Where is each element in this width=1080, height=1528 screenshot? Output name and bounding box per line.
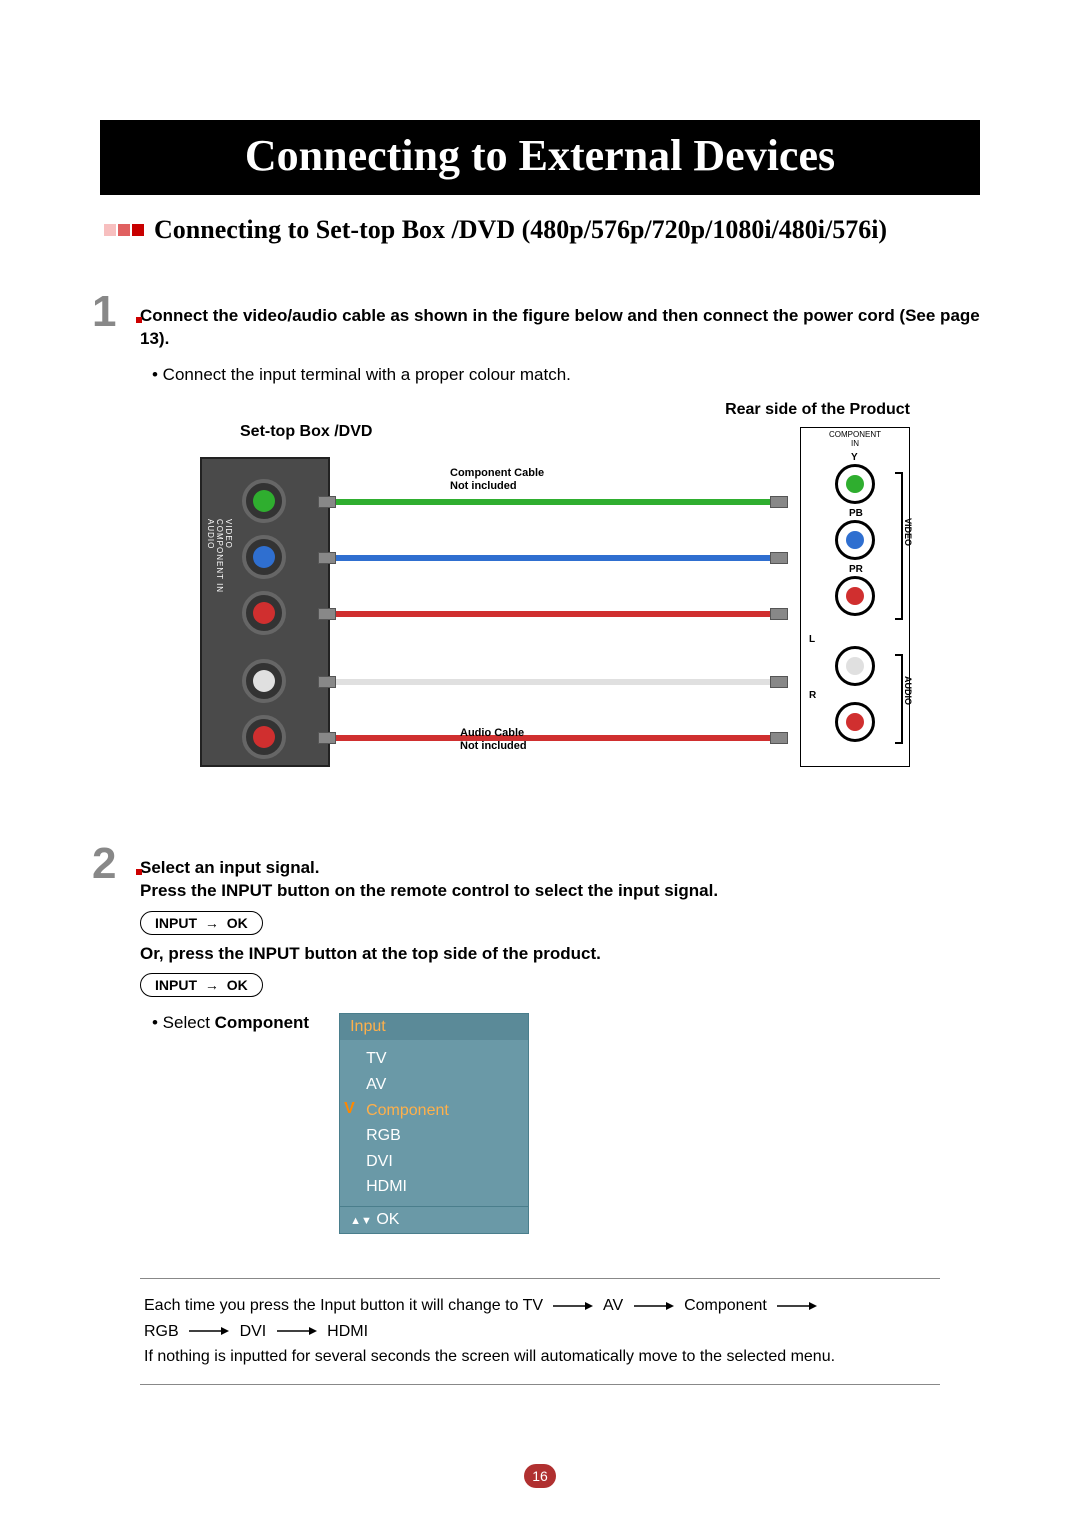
plug-icon — [770, 732, 788, 744]
osd-header: Input — [340, 1014, 528, 1040]
label-y: Y — [851, 452, 858, 463]
audio-rail — [895, 654, 903, 744]
dvd-box: VIDEO COMPONENT IN AUDIO — [200, 457, 330, 767]
up-down-icon: ▲▼ — [350, 1215, 372, 1227]
product-jack-pr — [835, 576, 875, 616]
plug-icon — [770, 608, 788, 620]
cable-y — [332, 499, 772, 505]
osd-item[interactable]: RGB — [366, 1123, 526, 1149]
dvd-label: Set-top Box /DVD — [240, 423, 372, 441]
dvd-jack-pb — [242, 535, 286, 579]
audio-rail-label: AUDIO — [903, 676, 913, 705]
osd-item[interactable]: HDMI — [366, 1174, 526, 1200]
step-2-number: 2 — [92, 839, 116, 889]
subtitle-row: Connecting to Set-top Box /DVD (480p/576… — [104, 215, 976, 245]
cable-pr — [332, 611, 772, 617]
dvd-jack-pr — [242, 591, 286, 635]
plug-icon — [318, 496, 336, 508]
subtitle-marker-icon — [104, 224, 144, 236]
osd-item[interactable]: AV — [366, 1072, 526, 1098]
plug-icon — [318, 552, 336, 564]
osd-item[interactable]: TV — [366, 1046, 526, 1072]
step-2-line-2: Press the INPUT button on the remote con… — [140, 880, 980, 903]
product-jack-r — [835, 702, 875, 742]
osd-item[interactable]: Component — [366, 1098, 526, 1124]
step-1-instruction: Connect the video/audio cable as shown i… — [140, 305, 980, 351]
select-component-text: • Select Component — [152, 1013, 309, 1033]
dvd-jack-l — [242, 659, 286, 703]
red-bullet-icon — [136, 317, 142, 323]
osd-body: TVAV V ComponentRGBDVIHDMI — [340, 1040, 528, 1206]
product-panel-header: COMPONENT IN — [801, 430, 909, 448]
page-title: Connecting to External Devices — [100, 120, 980, 195]
component-cable-label: Component Cable Not included — [450, 467, 544, 493]
plug-icon — [770, 552, 788, 564]
step-2-line-1: Select an input signal. — [140, 857, 980, 880]
input-ok-pill-product: INPUT → OK — [140, 973, 263, 997]
cable-pb — [332, 555, 772, 561]
osd-input-menu: Input TVAV V ComponentRGBDVIHDMI ▲▼ OK — [339, 1013, 529, 1234]
arrow-icon — [777, 1293, 817, 1319]
arrow-icon — [277, 1319, 317, 1345]
product-jack-y — [835, 464, 875, 504]
arrow-icon: → — [205, 977, 219, 993]
plug-icon — [318, 732, 336, 744]
input-sequence: Each time you press the Input button it … — [144, 1293, 936, 1344]
arrow-icon — [189, 1319, 229, 1345]
arrow-icon — [553, 1293, 593, 1319]
dvd-side-labels: VIDEO COMPONENT IN AUDIO — [206, 519, 233, 623]
input-ok-pill-remote: INPUT → OK — [140, 911, 263, 935]
product-jack-l — [835, 646, 875, 686]
label-pb: PB — [849, 508, 863, 519]
page-number-badge: 16 — [524, 1464, 556, 1488]
label-r: R — [809, 690, 816, 701]
check-icon: V — [344, 1096, 355, 1122]
plug-icon — [318, 676, 336, 688]
video-rail-label: VIDEO — [903, 518, 913, 546]
arrow-icon — [634, 1293, 674, 1319]
product-panel: COMPONENT IN Y PB PR L R VIDEO AUDIO — [800, 427, 910, 767]
cable-r — [332, 735, 772, 741]
step-1-bullet: • Connect the input terminal with a prop… — [152, 363, 980, 387]
step-1: 1 Connect the video/audio cable as shown… — [140, 305, 980, 387]
step-1-number: 1 — [92, 287, 116, 337]
label-l: L — [809, 634, 815, 645]
plug-icon — [318, 608, 336, 620]
plug-icon — [770, 676, 788, 688]
note-line-2: If nothing is inputted for several secon… — [144, 1344, 936, 1370]
connection-diagram: Set-top Box /DVD Rear side of the Produc… — [140, 417, 940, 817]
red-bullet-icon — [136, 869, 142, 875]
arrow-icon: → — [205, 915, 219, 931]
label-pr: PR — [849, 564, 863, 575]
osd-footer: ▲▼ OK — [340, 1206, 528, 1233]
step-2: 2 Select an input signal. Press the INPU… — [140, 857, 980, 1234]
dvd-jack-r — [242, 715, 286, 759]
cable-l — [332, 679, 772, 685]
product-rear-label: Rear side of the Product — [725, 401, 910, 419]
input-cycle-note: Each time you press the Input button it … — [140, 1278, 940, 1385]
plug-icon — [770, 496, 788, 508]
dvd-jack-y — [242, 479, 286, 523]
product-jack-pb — [835, 520, 875, 560]
audio-cable-label: Audio Cable Not included — [460, 727, 527, 753]
osd-item[interactable]: DVI — [366, 1149, 526, 1175]
video-rail — [895, 472, 903, 620]
subtitle: Connecting to Set-top Box /DVD (480p/576… — [154, 215, 887, 245]
step-2-line-3: Or, press the INPUT button at the top si… — [140, 943, 980, 966]
